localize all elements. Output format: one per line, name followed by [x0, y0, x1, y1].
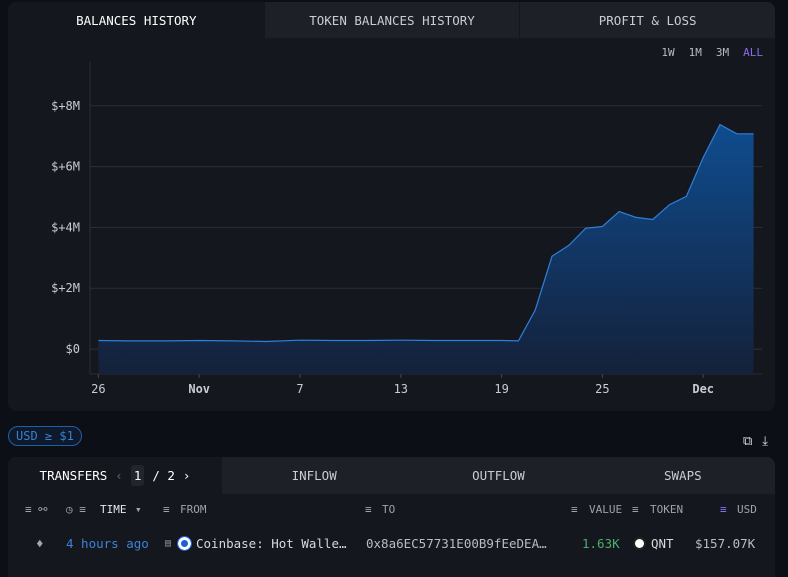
y-tick-label: $0 — [66, 342, 80, 356]
y-tick-label: $+2M — [51, 281, 80, 295]
balance-chart: $0 $+2M $+4M $+6M $+8M 26 Nov 7 13 19 25 Dec — [8, 2, 775, 411]
filter-token-icon[interactable]: ≡ — [632, 503, 639, 516]
prev-page-icon[interactable]: ‹ — [115, 468, 123, 483]
y-tick-label: $+6M — [51, 160, 80, 174]
transfer-tabs: TRANSFERS ‹ 1 / 2 › INFLOW OUTFLOW SWAPS — [8, 457, 775, 494]
row-token[interactable]: QNT — [651, 536, 674, 551]
y-tick-label: $+4M — [51, 220, 80, 234]
x-tick-label: 19 — [494, 382, 508, 396]
balance-area — [98, 125, 753, 374]
row-usd: $157.07K — [695, 536, 755, 551]
table-header: ≡ ⚯ ◷ ≡ TIME ▾ ≡ FROM ≡ TO ≡ VALUE ≡ TOK… — [8, 494, 775, 526]
page-current[interactable]: 1 — [131, 465, 145, 486]
tab-inflow[interactable]: INFLOW — [222, 457, 406, 494]
col-from[interactable]: FROM — [180, 503, 207, 516]
filter-link-icon[interactable]: ≡ ⚯ — [25, 503, 47, 516]
qnt-token-icon — [633, 537, 646, 550]
download-icon[interactable]: ⤓ — [762, 434, 768, 449]
ethereum-icon: ♦ — [36, 536, 44, 551]
filter-to-icon[interactable]: ≡ — [365, 503, 372, 516]
filter-usd-icon[interactable]: ≡ — [720, 503, 727, 516]
x-tick-label: Nov — [188, 382, 210, 396]
coinbase-icon — [178, 537, 191, 550]
tab-outflow[interactable]: OUTFLOW — [406, 457, 590, 494]
filter-value-icon[interactable]: ≡ — [571, 503, 578, 516]
x-tick-label: Dec — [692, 382, 714, 396]
x-tick-label: 13 — [394, 382, 408, 396]
row-from[interactable]: Coinbase: Hot Walle… — [196, 536, 347, 551]
balances-card: BALANCES HISTORY TOKEN BALANCES HISTORY … — [8, 2, 775, 411]
tab-transfers[interactable]: TRANSFERS ‹ 1 / 2 › — [8, 457, 222, 494]
row-value: 1.63K — [582, 536, 620, 551]
document-icon: ▤ — [165, 538, 171, 549]
table-actions: ⧉ ⤓ — [743, 434, 768, 449]
tab-swaps[interactable]: SWAPS — [591, 457, 775, 494]
y-tick-label: $+8M — [51, 99, 80, 113]
col-value[interactable]: VALUE — [589, 503, 622, 516]
tab-transfers-label: TRANSFERS — [40, 468, 108, 483]
sort-desc-icon[interactable]: ▾ — [135, 503, 142, 516]
transfers-card: TRANSFERS ‹ 1 / 2 › INFLOW OUTFLOW SWAPS… — [8, 457, 775, 577]
clock-filter-icon[interactable]: ◷ ≡ — [66, 503, 86, 516]
col-usd[interactable]: USD — [737, 503, 757, 516]
table-row[interactable]: ♦ 4 hours ago ▤ Coinbase: Hot Walle… 0x8… — [8, 526, 775, 562]
page-total: / 2 — [152, 468, 175, 483]
col-time[interactable]: TIME — [100, 503, 127, 516]
copy-icon[interactable]: ⧉ — [743, 434, 752, 449]
filter-from-icon[interactable]: ≡ — [163, 503, 170, 516]
x-tick-label: 26 — [91, 382, 105, 396]
next-page-icon[interactable]: › — [183, 468, 191, 483]
usd-filter-badge[interactable]: USD ≥ $1 — [8, 426, 82, 446]
x-tick-label: 7 — [296, 382, 303, 396]
row-time[interactable]: 4 hours ago — [66, 536, 149, 551]
x-tick-label: 25 — [595, 382, 609, 396]
row-to[interactable]: 0x8a6EC57731E00B9fEeDEA… — [366, 536, 547, 551]
col-to[interactable]: TO — [382, 503, 395, 516]
col-token[interactable]: TOKEN — [650, 503, 683, 516]
